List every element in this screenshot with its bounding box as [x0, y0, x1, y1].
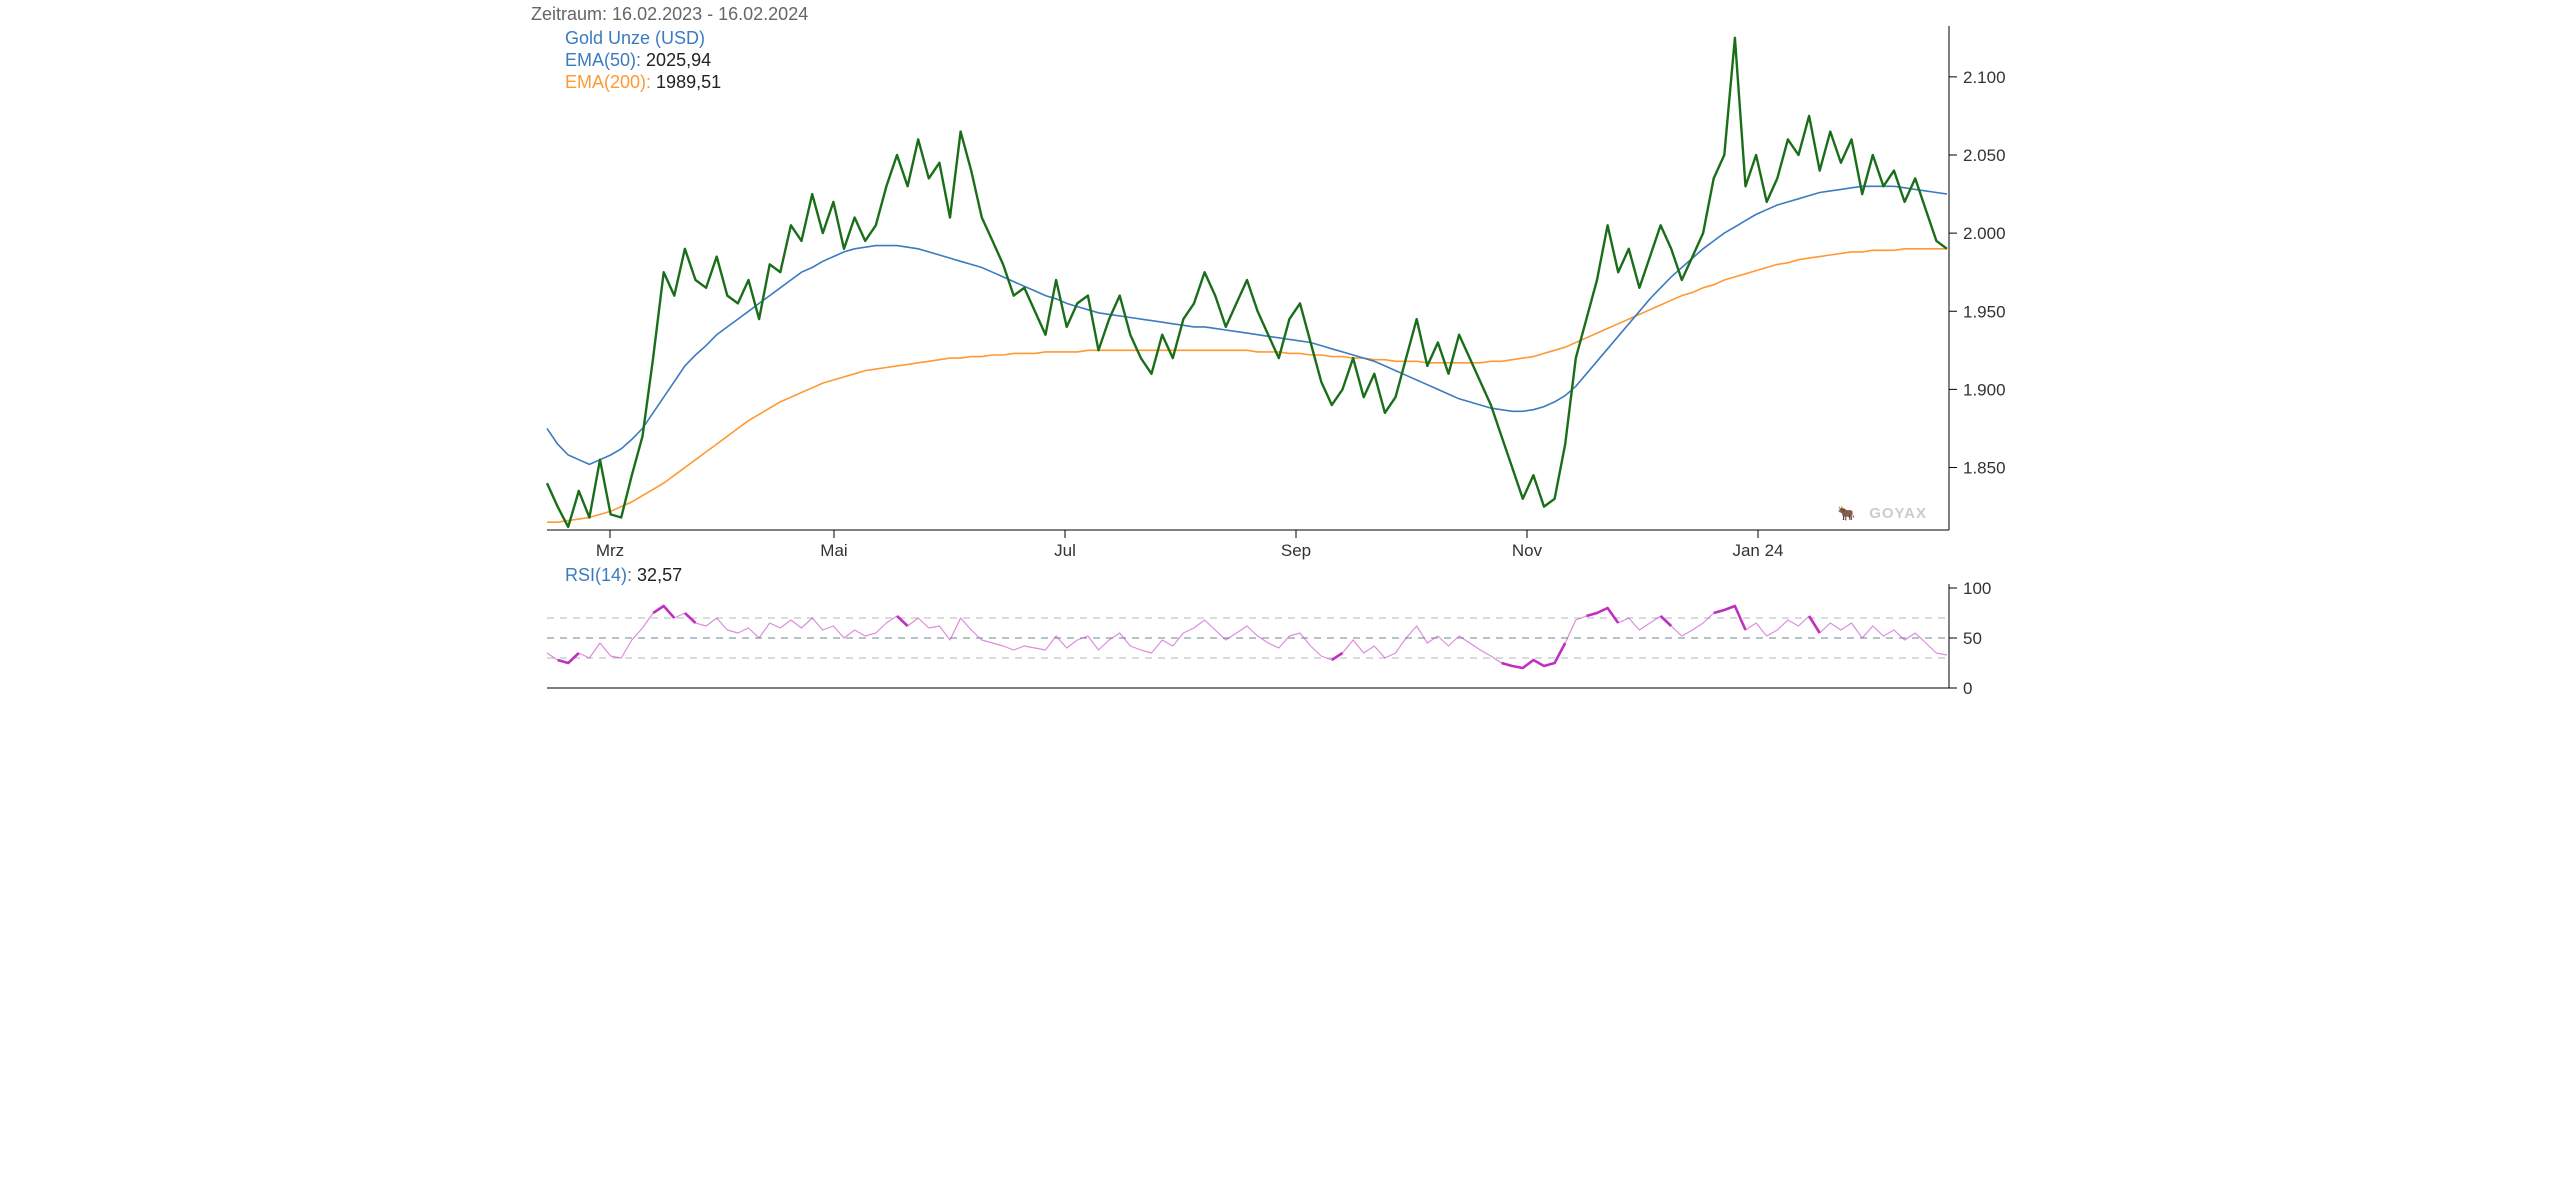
svg-text:1.850: 1.850 [1963, 459, 2006, 478]
svg-text:Jan 24: Jan 24 [1732, 541, 1783, 560]
rsi-value: 32,57 [637, 565, 682, 585]
period-value: 16.02.2023 - 16.02.2024 [612, 4, 808, 24]
svg-text:Jul: Jul [1054, 541, 1076, 560]
svg-text:2.100: 2.100 [1963, 68, 2006, 87]
period-label: Zeitraum: [531, 4, 607, 24]
chart-title: Gold Unze (USD) [565, 28, 705, 49]
svg-text:1.950: 1.950 [1963, 302, 2006, 321]
svg-text:0: 0 [1963, 679, 1972, 698]
ema50-label: EMA(50): [565, 50, 641, 70]
ema200-value: 1989,51 [656, 72, 721, 92]
ema200-label: EMA(200): [565, 72, 651, 92]
svg-text:1.900: 1.900 [1963, 380, 2006, 399]
svg-text:Mai: Mai [820, 541, 847, 560]
svg-text:100: 100 [1963, 579, 1991, 598]
svg-text:2.000: 2.000 [1963, 224, 2006, 243]
chart-svg: 1.850 1.900 1.950 2.000 2.050 2.100 Mrz Mai Jul S… [525, 0, 2035, 708]
chart-root: Zeitraum: 16.02.2023 - 16.02.2024 Gold U… [525, 0, 2035, 708]
svg-text:2.050: 2.050 [1963, 146, 2006, 165]
svg-text:Mrz: Mrz [596, 541, 624, 560]
svg-text:🐂: 🐂 [1838, 505, 1855, 521]
rsi-label: RSI(14): [565, 565, 632, 585]
svg-text:50: 50 [1963, 629, 1982, 648]
svg-text:Nov: Nov [1512, 541, 1543, 560]
svg-text:GOYAX: GOYAX [1869, 505, 1927, 522]
svg-text:Sep: Sep [1281, 541, 1311, 560]
ema50-value: 2025,94 [646, 50, 711, 70]
